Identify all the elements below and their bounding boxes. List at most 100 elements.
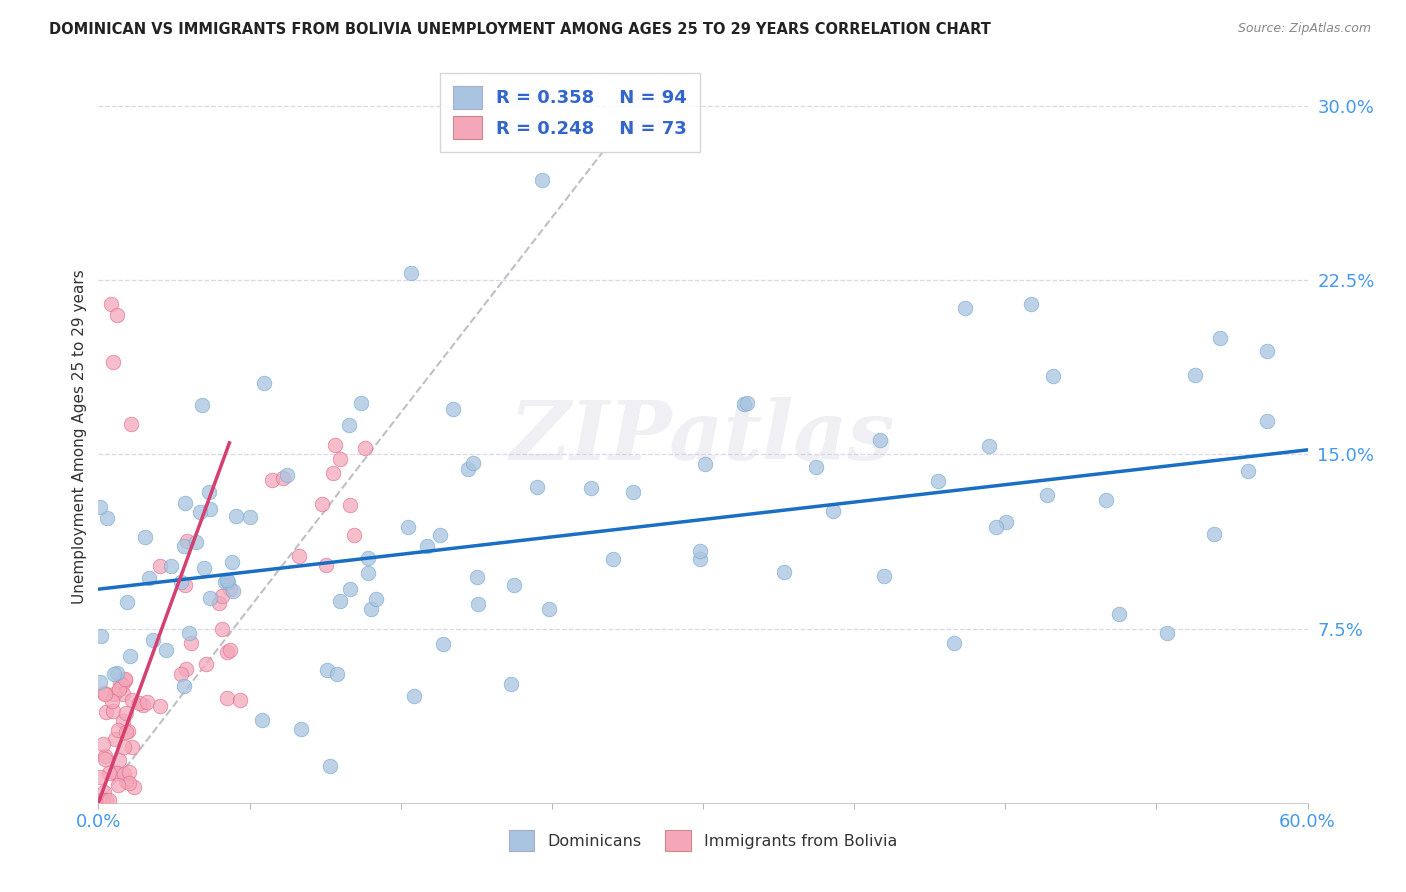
Point (1156, 626, 1178, 640)
Point (111, 678, 134, 692)
Point (100, 296, 122, 310)
Point (100, 694, 122, 708)
Point (927, 474, 949, 488)
Point (122, 780, 145, 794)
Point (176, 533, 198, 548)
Point (179, 626, 201, 640)
Point (111, 687, 134, 701)
Point (131, 698, 153, 712)
Point (689, 544, 711, 558)
Point (315, 558, 337, 572)
Point (1042, 369, 1064, 384)
Text: Source: ZipAtlas.com: Source: ZipAtlas.com (1237, 22, 1371, 36)
Point (217, 574, 239, 588)
Point (360, 602, 382, 616)
Point (217, 691, 239, 706)
Point (96, 510, 118, 524)
Point (90, 629, 112, 643)
Point (288, 549, 311, 563)
Point (121, 740, 143, 755)
Point (326, 667, 349, 681)
Point (953, 301, 976, 316)
Point (138, 570, 160, 584)
Point (173, 679, 195, 693)
Point (271, 471, 294, 485)
Point (806, 460, 828, 475)
Point (416, 540, 439, 554)
Point (188, 505, 211, 519)
Point (221, 555, 243, 569)
Point (198, 502, 221, 516)
Point (121, 693, 143, 707)
Point (136, 695, 159, 709)
Point (105, 308, 128, 322)
Point (260, 473, 283, 487)
Point (239, 510, 262, 524)
Point (1256, 343, 1278, 358)
Point (211, 589, 233, 603)
Point (98, 793, 121, 807)
Point (173, 496, 195, 510)
Text: ZIPatlas: ZIPatlas (510, 397, 896, 477)
Point (101, 354, 124, 368)
Point (155, 643, 177, 657)
Point (94, 706, 117, 720)
Point (173, 539, 195, 553)
Text: DOMINICAN VS IMMIGRANTS FROM BOLIVIA UNEMPLOYMENT AMONG AGES 25 TO 29 YEARS CORR: DOMINICAN VS IMMIGRANTS FROM BOLIVIA UNE… (49, 22, 991, 37)
Point (91, 737, 114, 751)
Point (93, 784, 115, 798)
Point (526, 480, 548, 494)
Point (208, 596, 231, 610)
Point (995, 515, 1018, 529)
Point (339, 582, 361, 596)
Point (160, 558, 183, 573)
Point (170, 667, 193, 681)
Point (97, 766, 120, 780)
Point (1204, 526, 1226, 541)
Point (191, 398, 214, 412)
Point (311, 497, 333, 511)
Point (319, 759, 342, 773)
Point (211, 622, 233, 636)
Point (110, 676, 132, 690)
Point (194, 657, 217, 671)
Point (219, 582, 242, 596)
Point (112, 739, 135, 754)
Point (198, 484, 221, 499)
Point (432, 637, 454, 651)
Point (530, 173, 553, 187)
Point (253, 376, 276, 391)
Point (325, 438, 347, 452)
Point (429, 528, 451, 542)
Point (354, 441, 377, 455)
Point (115, 595, 138, 609)
Point (91, 793, 114, 807)
Point (441, 401, 464, 416)
Point (170, 574, 193, 589)
Point (457, 462, 479, 476)
Point (343, 528, 366, 542)
Point (695, 457, 717, 471)
Point (107, 723, 129, 738)
Point (356, 551, 378, 566)
Point (117, 724, 139, 739)
Point (329, 452, 352, 467)
Point (229, 692, 252, 706)
Point (101, 704, 124, 718)
Point (173, 578, 195, 592)
Point (733, 397, 755, 411)
Point (134, 530, 156, 544)
Point (602, 551, 624, 566)
Point (402, 689, 425, 703)
Point (117, 776, 139, 790)
Point (120, 649, 142, 664)
Point (1237, 464, 1260, 478)
Point (219, 643, 242, 657)
Point (128, 696, 150, 710)
Point (112, 714, 135, 729)
Point (94, 752, 117, 766)
Point (103, 667, 125, 681)
Point (89, 674, 111, 689)
Point (773, 566, 796, 580)
Y-axis label: Unemployment Among Ages 25 to 29 years: Unemployment Among Ages 25 to 29 years (72, 269, 87, 605)
